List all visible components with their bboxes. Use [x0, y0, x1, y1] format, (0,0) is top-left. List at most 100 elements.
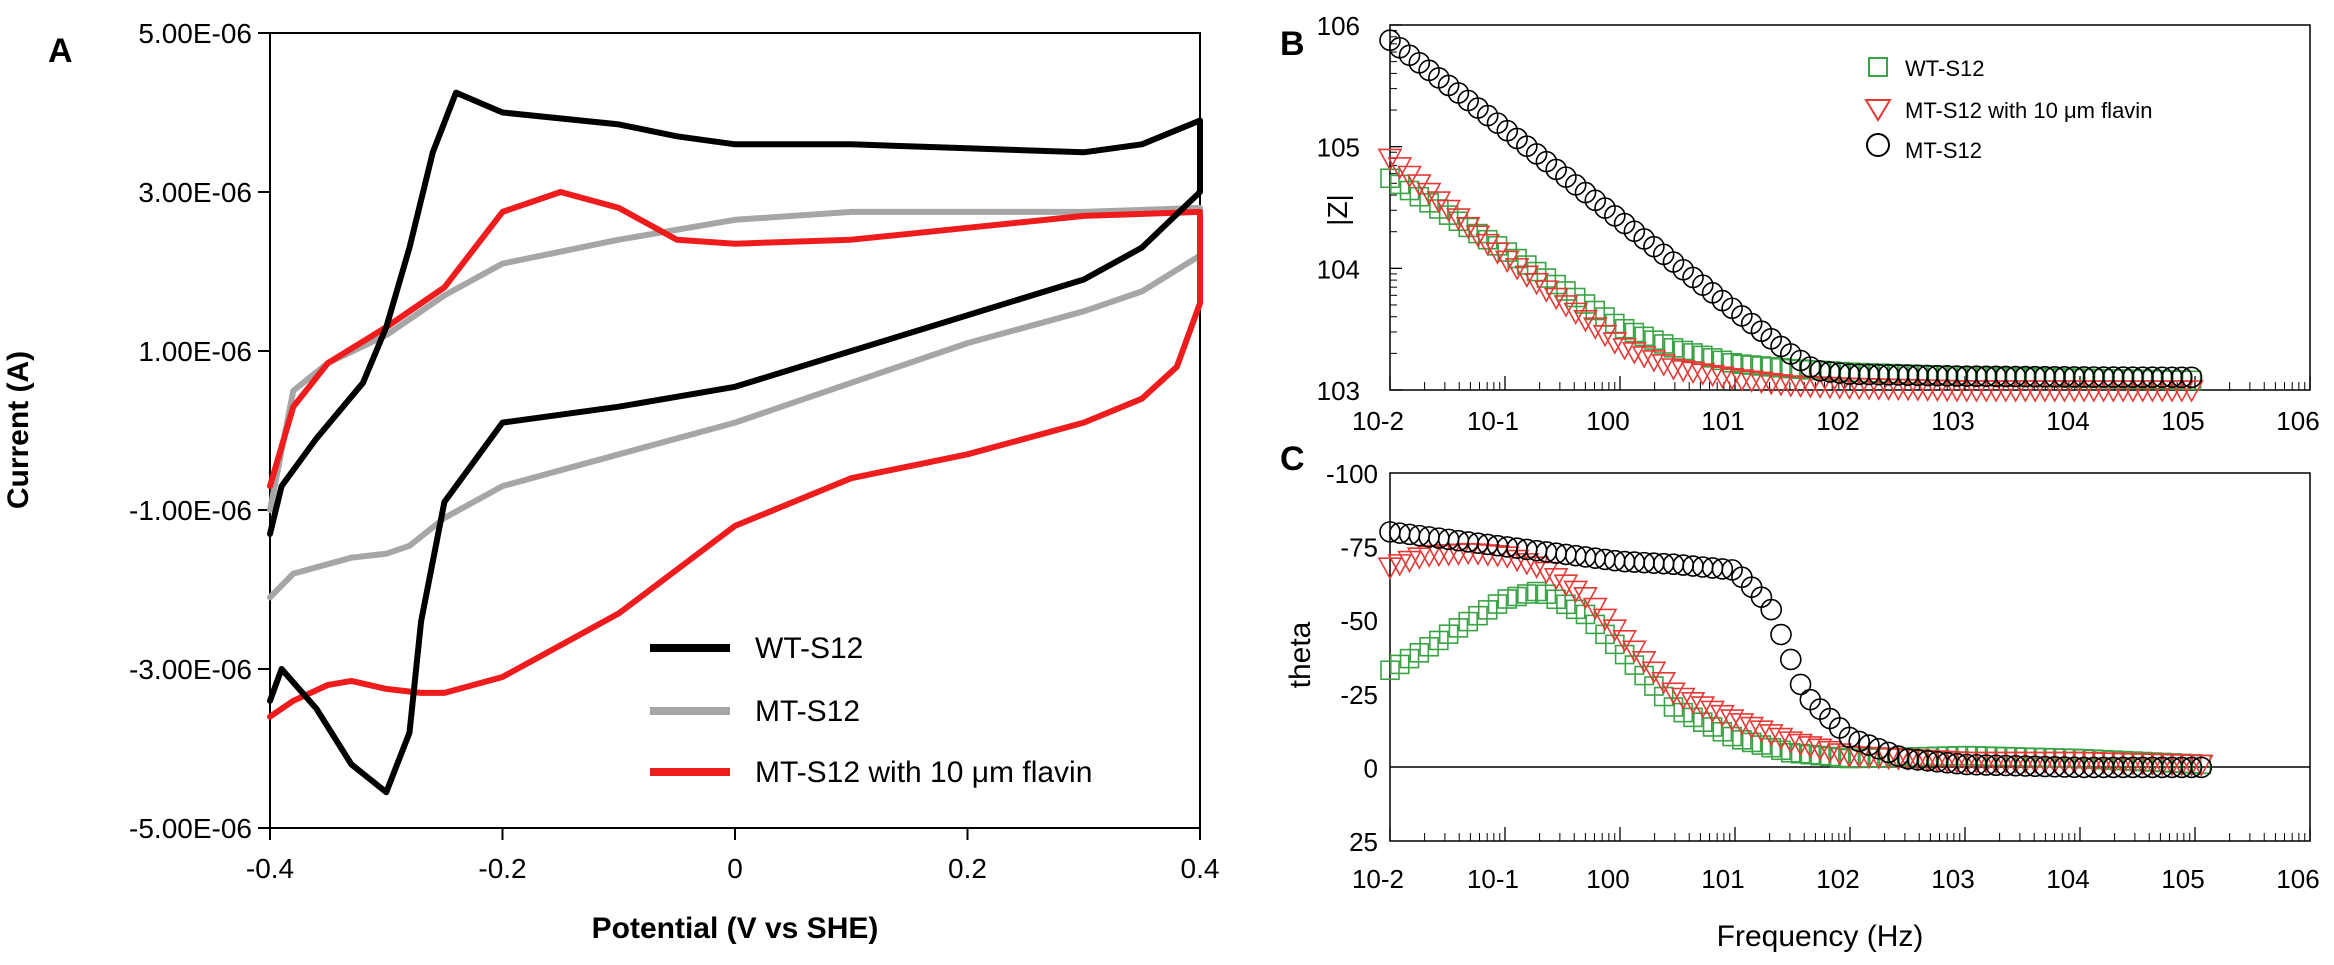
x-tick-label: 10-1	[1467, 864, 1519, 894]
x-tick-label: 105	[2161, 864, 2204, 894]
b-marker-flavin	[1455, 216, 1481, 240]
c-series-1	[1377, 542, 2214, 778]
b-marker-flavin	[1592, 324, 1618, 348]
c-marker-flavin	[1758, 724, 1784, 747]
a-y-tick-label: -5.00E-06	[129, 813, 252, 844]
a-y-tick-label: 1.00E-06	[138, 336, 252, 367]
b-marker-flavin	[1631, 346, 1657, 369]
b-marker-flavin	[1709, 366, 1735, 389]
x-tick-label: 103	[1931, 406, 1974, 436]
panel-c-plot-area	[1389, 472, 2311, 842]
b-y-tick-label: 105	[1317, 133, 1360, 163]
c-marker-flavin	[1719, 709, 1745, 732]
x-tick-label: 104	[2046, 864, 2089, 894]
x-tick-label: 105	[2161, 406, 2204, 436]
b-marker-flavin	[1651, 354, 1677, 377]
c-marker-flavin	[1524, 556, 1549, 579]
panel-a-legend: WT-S12 MT-S12 MT-S12 with 10 μm flavin	[650, 632, 1092, 789]
panel-c-x-axis-label: Frequency (Hz)	[1717, 920, 1924, 953]
panel-a-letter: A	[48, 32, 73, 70]
a-y-tick-label: 5.00E-06	[138, 18, 252, 49]
c-y-tick-label: 25	[1349, 827, 1378, 857]
c-marker-flavin	[1739, 716, 1765, 740]
panel-a-y-axis-label: Current (A)	[2, 351, 35, 509]
legend-a-label-flavin: MT-S12 with 10 μm flavin	[755, 756, 1092, 789]
a-series-mt-s12	[267, 204, 1203, 601]
c-marker-flavin	[1778, 731, 1804, 754]
c-y-tick-label: -25	[1340, 680, 1378, 710]
legend-b-label-wt: WT-S12	[1905, 56, 1984, 81]
c-marker-flavin	[1749, 720, 1774, 743]
x-tick-label: 106	[2276, 864, 2319, 894]
panel-b-impedance-magnitude: B 10-2 10-1 100 101 102 103 104 105 106 103 104 105…	[1280, 11, 2320, 436]
b-marker-flavin	[1768, 374, 1794, 397]
c-y-tick-label: 0	[1364, 753, 1378, 783]
b-marker-flavin	[1406, 174, 1432, 197]
c-marker-flavin	[2188, 754, 2214, 778]
panel-a-y-ticks: 5.00E-06 3.00E-06 1.00E-06 -1.00E-06 -3.00E-…	[129, 18, 270, 844]
c-marker-flavin	[1592, 608, 1618, 632]
legend-b-marker-wt	[1868, 57, 1888, 77]
c-marker-flavin	[1807, 738, 1833, 761]
legend-a-label-wt: WT-S12	[755, 632, 863, 665]
b-marker-flavin	[1416, 182, 1442, 206]
legend-b-marker-mt	[1866, 133, 1890, 157]
b-marker-flavin	[1700, 364, 1725, 388]
b-marker-flavin	[1749, 371, 1774, 395]
c-marker-flavin	[1709, 704, 1735, 728]
b-y-tick-label: 106	[1317, 11, 1360, 41]
x-tick-label: 104	[2046, 406, 2089, 436]
b-marker-mt	[2170, 366, 2193, 389]
c-marker-flavin	[1563, 580, 1589, 604]
c-marker-mt	[1760, 598, 1783, 621]
c-marker-flavin	[1670, 687, 1696, 711]
b-marker-flavin	[1436, 199, 1462, 223]
c-marker-flavin	[1553, 574, 1579, 597]
legend-b-label-flavin: MT-S12 with 10 μm flavin	[1905, 98, 2152, 123]
x-tick-label: 103	[1931, 864, 1974, 894]
c-marker-flavin	[1582, 597, 1608, 621]
c-marker-flavin	[1797, 736, 1823, 759]
c-marker-flavin	[1690, 696, 1716, 719]
c-marker-mt	[1779, 648, 1802, 671]
b-marker-flavin	[1641, 350, 1667, 373]
a-x-tick-label: 0.4	[1181, 853, 1220, 884]
b-marker-flavin	[1622, 342, 1647, 365]
a-series-wt-s12	[267, 89, 1203, 796]
b-marker-flavin	[1739, 370, 1765, 393]
panel-c-ticks: 10-2 10-1 100 101 102 103 104 105 106 -100 -75 -50 -…	[1326, 459, 2320, 894]
a-y-tick-label: -3.00E-06	[129, 654, 252, 685]
c-marker-mt	[1838, 726, 1861, 749]
c-marker-flavin	[1729, 713, 1755, 736]
panel-b-legend: WT-S12 MT-S12 with 10 μm flavin MT-S12	[1864, 56, 2152, 163]
panel-b-letter: B	[1280, 25, 1305, 63]
b-marker-flavin	[1729, 369, 1755, 392]
b-marker-flavin	[1612, 338, 1637, 361]
b-marker-flavin	[1661, 358, 1686, 381]
b-marker-flavin	[1387, 157, 1413, 180]
legend-b-marker-flavin	[1864, 99, 1892, 122]
b-marker-flavin	[1534, 280, 1559, 303]
b-y-tick-label: 103	[1317, 376, 1360, 406]
panel-a-x-axis-label: Potential (V vs SHE)	[592, 912, 879, 945]
panel-b-series	[1377, 29, 2204, 403]
c-marker-mt	[1848, 730, 1870, 753]
x-tick-label: 102	[1816, 406, 1859, 436]
legend-b-label-mt: MT-S12	[1905, 138, 1982, 163]
a-x-tick-label: -0.2	[478, 853, 526, 884]
x-tick-label: 10-2	[1352, 864, 1404, 894]
c-marker-mt	[1711, 558, 1734, 580]
a-x-tick-label: 0.2	[948, 853, 987, 884]
b-marker-flavin	[1602, 332, 1628, 355]
c-series-2	[1379, 521, 2213, 779]
b-marker-flavin	[1426, 191, 1452, 214]
b-marker-flavin	[1475, 233, 1501, 257]
panel-c-series	[1377, 521, 2214, 779]
c-marker-flavin	[1543, 568, 1569, 591]
b-marker-flavin	[1504, 258, 1530, 281]
b-marker-flavin	[1719, 367, 1745, 391]
c-marker-mt	[1867, 737, 1890, 760]
c-marker-flavin	[1827, 743, 1853, 766]
b-marker-flavin	[1397, 165, 1422, 189]
x-tick-label: 10-1	[1467, 406, 1519, 436]
